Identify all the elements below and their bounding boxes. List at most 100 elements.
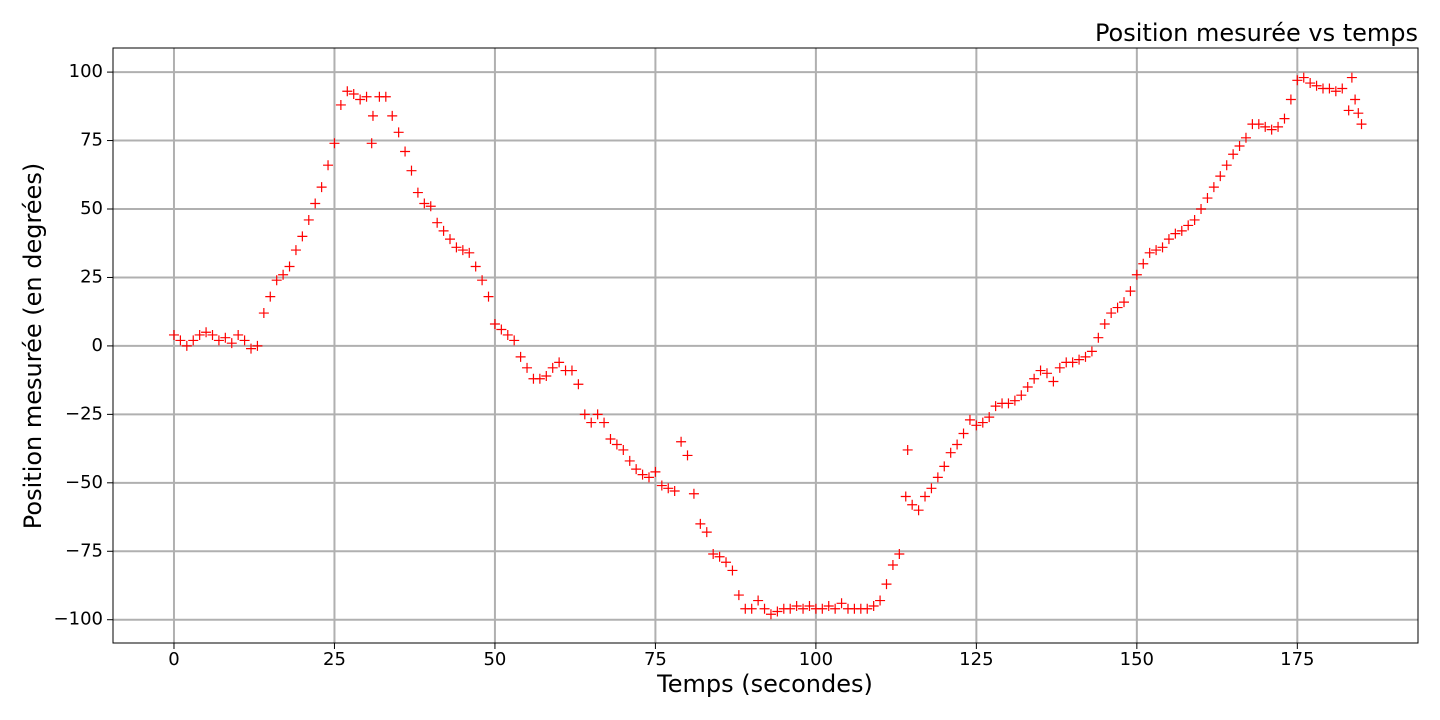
chart-title: Position mesurée vs temps: [1095, 19, 1418, 47]
data-point: [194, 329, 205, 340]
data-point: [669, 486, 680, 497]
data-point: [1099, 319, 1110, 330]
data-point: [804, 601, 815, 612]
data-point: [432, 217, 443, 228]
x-tick-label: 150: [1120, 649, 1154, 670]
data-point: [573, 379, 584, 390]
data-point: [868, 601, 879, 612]
data-point: [759, 603, 770, 614]
data-point: [791, 601, 802, 612]
data-point: [367, 110, 378, 121]
data-point: [907, 499, 918, 510]
data-point: [393, 127, 404, 138]
data-point: [977, 417, 988, 428]
data-point: [451, 242, 462, 253]
data-point: [721, 557, 732, 568]
data-point: [1041, 368, 1052, 379]
data-point: [1343, 105, 1354, 116]
data-point: [656, 480, 667, 491]
data-point: [579, 409, 590, 420]
data-point: [380, 91, 391, 102]
data-point: [477, 275, 488, 286]
data-point: [1253, 119, 1264, 130]
data-point: [1125, 286, 1136, 297]
data-point: [1196, 204, 1207, 215]
data-point: [541, 371, 552, 382]
x-tick-label: 175: [1280, 649, 1314, 670]
data-point: [984, 412, 995, 423]
data-point: [971, 420, 982, 431]
data-point: [258, 308, 269, 319]
y-tick-label: −100: [54, 609, 103, 630]
data-point: [547, 362, 558, 373]
data-point: [1029, 373, 1040, 384]
data-point: [220, 332, 231, 343]
data-point: [246, 343, 257, 354]
data-point: [310, 198, 321, 209]
data-point: [271, 275, 282, 286]
data-point: [637, 469, 648, 480]
data-point: [592, 409, 603, 420]
x-tick-label: 125: [959, 649, 993, 670]
data-point: [566, 365, 577, 376]
data-point: [1234, 141, 1245, 152]
x-tick-label: 50: [483, 649, 506, 670]
y-axis-label: Position mesurée (en degrées): [19, 163, 47, 529]
data-point: [342, 86, 353, 97]
data-point: [682, 450, 693, 461]
data-point: [1016, 390, 1027, 401]
y-tick-label: 25: [80, 266, 103, 287]
data-point: [335, 99, 346, 110]
data-point: [939, 461, 950, 472]
data-point: [425, 201, 436, 212]
data-point: [952, 439, 963, 450]
data-point: [798, 603, 809, 614]
data-point: [785, 603, 796, 614]
data-point: [817, 603, 828, 614]
data-point: [419, 198, 430, 209]
data-point: [1144, 247, 1155, 258]
data-point: [1346, 72, 1357, 83]
data-point: [676, 436, 687, 447]
data-point: [1305, 78, 1316, 89]
data-point: [902, 444, 913, 455]
data-point: [400, 146, 411, 157]
data-point: [708, 549, 719, 560]
data-point: [1228, 149, 1239, 160]
data-point: [297, 231, 308, 242]
data-point: [1356, 119, 1367, 130]
data-point: [522, 362, 533, 373]
data-point: [1298, 72, 1309, 83]
data-point: [887, 559, 898, 570]
data-point: [412, 187, 423, 198]
data-point: [1035, 365, 1046, 376]
y-tick-label: 50: [80, 198, 103, 219]
data-point: [483, 291, 494, 302]
data-point: [1074, 354, 1085, 365]
data-point: [1292, 75, 1303, 86]
data-point: [438, 225, 449, 236]
data-point: [1112, 302, 1123, 313]
data-point: [387, 110, 398, 121]
data-point: [226, 338, 237, 349]
data-point: [213, 335, 224, 346]
data-point: [894, 549, 905, 560]
data-point: [618, 444, 629, 455]
data-point: [1221, 160, 1232, 171]
data-point: [1067, 357, 1078, 368]
data-point: [1330, 86, 1341, 97]
data-point: [746, 603, 757, 614]
data-point: [201, 327, 212, 338]
y-tick-label: 75: [80, 130, 103, 151]
data-point: [316, 182, 327, 193]
data-point: [932, 472, 943, 483]
data-point: [502, 329, 513, 340]
data-point: [926, 483, 937, 494]
data-point: [323, 160, 334, 171]
data-point: [1215, 171, 1226, 182]
data-point: [348, 89, 359, 100]
data-point: [945, 447, 956, 458]
data-point: [1311, 80, 1322, 91]
data-point: [753, 595, 764, 606]
